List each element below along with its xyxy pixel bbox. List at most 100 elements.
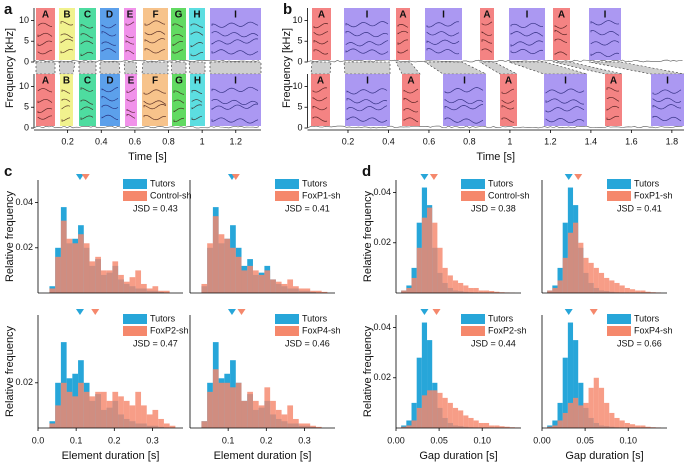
spectro-trace (652, 104, 682, 110)
spectro-trace (313, 23, 329, 29)
syllable-label: I (564, 76, 567, 87)
histogram-bar (118, 396, 124, 428)
legend-swatch (607, 326, 631, 336)
histogram-bar (201, 283, 208, 293)
x-tick-label: 1.4 (585, 136, 598, 146)
spectro-trace (80, 24, 94, 29)
x-axis-label: Gap duration [s] (565, 450, 643, 462)
histogram-bar (567, 322, 574, 428)
histogram-bar (129, 277, 136, 293)
spectro-trace (80, 40, 94, 45)
spectro-trace (606, 96, 620, 102)
x-tick-label: 0.4 (95, 136, 108, 146)
histogram-bar (468, 287, 474, 293)
x-tick-label: 0.8 (463, 136, 476, 146)
histogram-bar (212, 369, 219, 428)
histogram-bar (304, 288, 311, 293)
histogram-bar (593, 267, 599, 293)
x-tick-label: 0.00 (387, 435, 405, 445)
y-tick-label: 0.04 (373, 187, 391, 197)
histogram-bar (432, 222, 438, 293)
histogram-bar (123, 400, 130, 428)
spectro-trace (346, 98, 388, 105)
histogram-bar (129, 405, 136, 428)
legend-label: Tutors (488, 313, 514, 323)
histogram-bar (146, 288, 153, 293)
spectro-trace (444, 98, 484, 105)
x-tick-label: 0.05 (430, 435, 448, 445)
panel-label: c (4, 163, 12, 180)
spectro-trace (346, 105, 388, 112)
histogram-bar (212, 216, 219, 293)
histogram-bar (609, 280, 615, 293)
legend-swatch (275, 326, 299, 336)
y-tick-label: 10 (292, 81, 302, 91)
syllable-label: I (366, 10, 369, 21)
spectro-trace (101, 114, 119, 120)
histogram-bar (230, 387, 236, 428)
histogram-bar (468, 417, 474, 428)
x-tick-label: 1 (507, 136, 512, 146)
syllable-box (311, 74, 330, 126)
histogram-bar (163, 290, 170, 293)
mean-marker (231, 174, 240, 180)
histogram-bar (106, 400, 113, 428)
spectro-trace (173, 90, 185, 95)
histogram-bar (447, 402, 453, 428)
histogram-bar (567, 232, 574, 293)
spectro-trace (144, 38, 166, 44)
spectro-trace (172, 41, 184, 47)
histogram-bar (588, 262, 594, 293)
syllable-label: I (442, 10, 445, 21)
histogram-bar (411, 277, 417, 293)
spectro-trace (37, 107, 53, 114)
histogram-bar (645, 426, 651, 428)
legend-label: Tutors (150, 313, 176, 323)
mean-marker (564, 309, 573, 315)
spectro-trace (554, 38, 568, 43)
x-tick-label: 0.05 (576, 435, 594, 445)
spectro-trace (403, 88, 419, 94)
histogram-bar (478, 422, 484, 428)
histogram-bar (235, 256, 242, 293)
histogram-bar (604, 402, 610, 428)
spectro-trace (125, 50, 135, 55)
spectro-trace (510, 31, 544, 37)
histogram-bar (135, 391, 142, 428)
histogram-bar (547, 426, 553, 428)
histogram-bar (629, 289, 636, 293)
spectro-trace (211, 86, 259, 93)
histogram-bar (315, 290, 322, 293)
connector (508, 61, 588, 75)
spectro-trace (510, 40, 544, 47)
histogram-bar (95, 391, 101, 428)
histogram-bar (315, 426, 322, 428)
syllable-box (651, 74, 684, 126)
spectro-trace (144, 48, 166, 54)
legend-swatch (275, 314, 299, 324)
spectro-trace (126, 98, 136, 102)
x-tick-label: 0.6 (129, 136, 142, 146)
legend-label: Control-sh (150, 190, 192, 200)
x-tick-label: 1 (200, 136, 205, 146)
histogram-bar (458, 282, 464, 293)
histogram-bar (287, 405, 294, 428)
histogram-bar (95, 256, 101, 293)
syllable-label: H (193, 10, 200, 21)
spectro-trace (545, 118, 585, 124)
y-axis-label: Relative frequency (362, 190, 374, 282)
x-tick-label: 0.2 (61, 136, 74, 146)
legend-label: FoxP4-sh (302, 325, 341, 335)
histogram-bar (281, 414, 288, 428)
spectro-trace (37, 88, 53, 93)
spectro-trace (345, 31, 389, 38)
legend-label: Tutors (302, 178, 328, 188)
spectro-trace (211, 117, 259, 124)
connector (78, 61, 97, 75)
spectro-trace (397, 49, 409, 54)
spectro-trace (101, 104, 119, 109)
spectro-trace (190, 31, 204, 36)
mean-marker (432, 309, 441, 315)
connector (209, 61, 262, 75)
mean-marker (75, 174, 84, 180)
